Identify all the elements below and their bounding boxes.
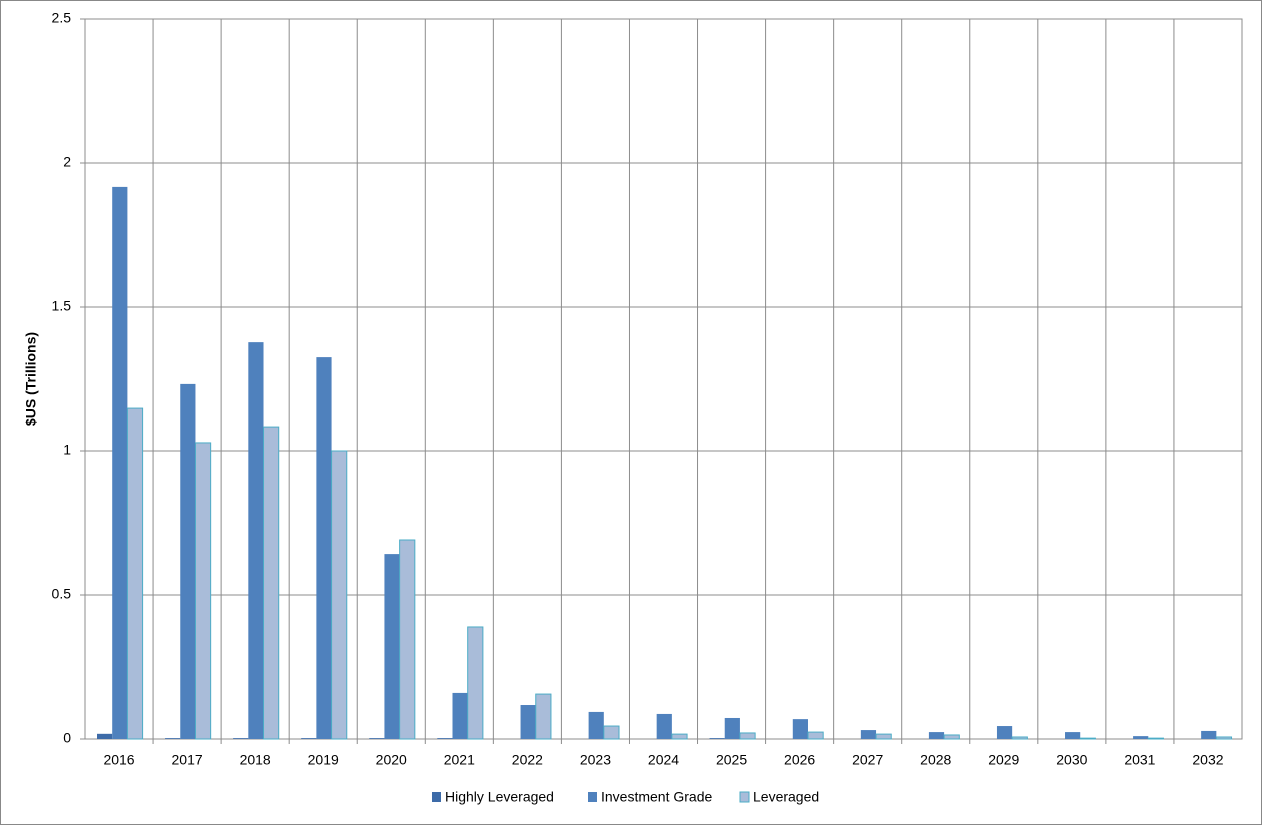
bar [807, 731, 824, 740]
x-tick-label: 2028 [920, 752, 951, 768]
bar [1201, 730, 1217, 739]
x-tick-label: 2016 [103, 752, 134, 768]
x-tick-label: 2032 [1192, 752, 1223, 768]
legend-swatch [588, 792, 597, 802]
bar [263, 426, 280, 740]
x-tick-label: 2018 [240, 752, 271, 768]
bar [1133, 736, 1149, 739]
bar [467, 626, 484, 740]
bar [301, 738, 317, 739]
x-tick-label: 2025 [716, 752, 747, 768]
x-tick-label: 2022 [512, 752, 543, 768]
bar [331, 450, 348, 740]
bar [535, 693, 552, 740]
bar [928, 732, 945, 739]
x-tick-label: 2020 [376, 752, 407, 768]
x-tick-label: 2021 [444, 752, 475, 768]
bar [724, 717, 740, 739]
bar [943, 734, 960, 740]
bar [656, 713, 672, 739]
x-tick-label: 2023 [580, 752, 611, 768]
x-tick-label: 2017 [172, 752, 203, 768]
bar [671, 733, 688, 740]
bar [520, 705, 536, 739]
bar [1147, 737, 1164, 740]
y-tick-label: 2 [63, 154, 71, 170]
y-axis-label: $US (Trillions) [23, 332, 39, 426]
bar [180, 383, 196, 739]
bar [709, 738, 725, 739]
x-tick-label: 2029 [988, 752, 1019, 768]
bar [860, 730, 877, 739]
y-tick-label: 2.5 [52, 10, 72, 26]
bar [792, 719, 808, 739]
legend-label: Investment Grade [601, 789, 712, 805]
bar [996, 726, 1013, 739]
bar [384, 554, 400, 739]
y-tick-label: 0.5 [52, 586, 72, 602]
bar [1011, 736, 1028, 740]
legend-label: Leveraged [753, 789, 819, 805]
bar [112, 186, 128, 740]
bar [248, 342, 264, 739]
x-tick-label: 2019 [308, 752, 339, 768]
bar [97, 733, 113, 739]
bar [194, 442, 212, 740]
bar [1215, 736, 1233, 740]
bar [316, 357, 332, 739]
y-tick-label: 1.5 [52, 298, 72, 314]
x-tick-label: 2030 [1056, 752, 1087, 768]
bar [1065, 732, 1081, 739]
x-tick-label: 2027 [852, 752, 883, 768]
bar [875, 733, 892, 740]
bar [437, 738, 453, 739]
x-tick-label: 2026 [784, 752, 815, 768]
bar [165, 738, 181, 739]
bar [233, 738, 249, 739]
bar [603, 725, 620, 740]
bar [369, 738, 385, 739]
x-tick-label: 2031 [1124, 752, 1155, 768]
legend-swatch [739, 791, 750, 803]
x-tick-label: 2024 [648, 752, 679, 768]
bar [126, 407, 144, 740]
bar [452, 692, 468, 739]
y-tick-label: 0 [63, 730, 71, 746]
bar [399, 539, 416, 740]
legend-label: Highly Leveraged [445, 789, 554, 805]
bar [739, 732, 756, 740]
bar [1079, 737, 1096, 740]
y-tick-label: 1 [63, 442, 71, 458]
bar [588, 711, 604, 739]
legend-swatch [432, 792, 441, 802]
